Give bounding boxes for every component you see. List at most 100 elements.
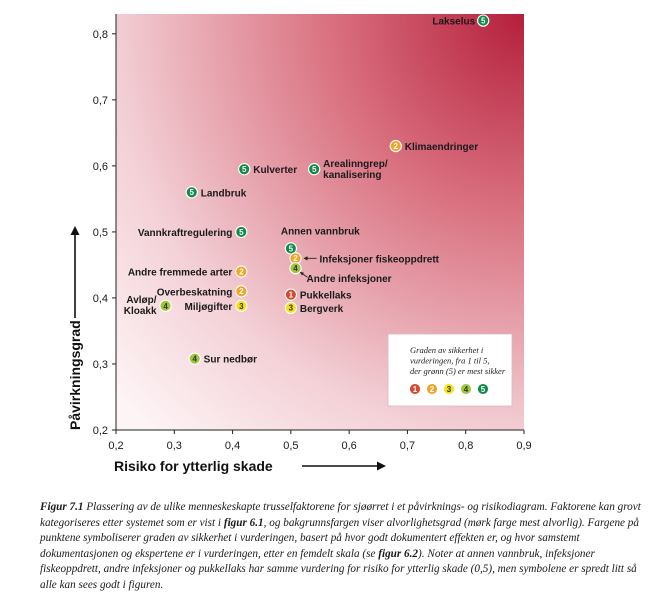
svg-text:3: 3 — [289, 304, 294, 313]
svg-text:5: 5 — [242, 165, 247, 174]
svg-text:5: 5 — [190, 188, 195, 197]
point-marker: 4 — [159, 299, 172, 313]
svg-text:5: 5 — [239, 228, 244, 237]
svg-text:5: 5 — [481, 17, 486, 26]
point-label: Lakselus — [432, 17, 475, 28]
legend-item-4: 4 — [459, 382, 473, 396]
svg-text:1: 1 — [413, 385, 418, 394]
data-point: 5 Kulverter — [238, 163, 297, 176]
point-marker: 5 — [235, 225, 248, 239]
point-label: Klimaendringer — [405, 142, 478, 153]
legend-item-1: 1 — [408, 382, 422, 396]
point-label: Pukkellaks — [300, 291, 352, 302]
svg-text:4: 4 — [163, 302, 168, 311]
data-point: 3 Bergverk — [284, 301, 344, 315]
svg-text:4: 4 — [464, 385, 469, 394]
point-label: Avløp/Kloakk — [124, 295, 157, 317]
data-point: 3 Miljøgifter — [185, 299, 248, 313]
svg-text:1: 1 — [289, 291, 294, 300]
x-tick-label: 0,2 — [108, 440, 123, 452]
point-label: Overbeskatning — [157, 287, 233, 298]
data-point: 1 Pukkellaks — [284, 288, 352, 302]
x-tick-label: 0,7 — [400, 440, 415, 452]
legend-item-2: 2 — [425, 382, 439, 396]
point-label: Vannkraftregulering — [138, 228, 232, 239]
data-point: 4 Avløp/Kloakk — [124, 295, 172, 317]
y-tick-label: 0,5 — [93, 227, 108, 239]
data-points: 5 Lakselus 2 Klimaendringer 5 Kulverter 5 Areal… — [124, 14, 490, 366]
svg-text:5: 5 — [289, 244, 294, 253]
data-point: 2 Overbeskatning — [157, 285, 248, 298]
point-marker: 1 — [284, 288, 298, 301]
x-axis-title: Risiko for ytterlig skade — [114, 458, 273, 474]
caption-figure-ref: figur 6.1 — [223, 516, 264, 529]
legend-title-line: Graden av sikkerhet i — [410, 345, 484, 355]
axes: 0,2 0,3 0,4 0,5 0,6 0,7 0,8 0,9 0,2 0,3 0,4 0,5 0,6 0… — [93, 14, 532, 452]
svg-text:3: 3 — [239, 302, 244, 311]
legend-title-line: der grønn (5) er mest sikker — [410, 366, 506, 376]
svg-text:4: 4 — [192, 355, 197, 364]
y-tick-label: 0,4 — [93, 293, 108, 305]
x-tick-label: 0,3 — [167, 440, 182, 452]
point-label: Andre infeksjoner — [307, 274, 392, 285]
x-tick-label: 0,4 — [225, 440, 240, 452]
legend-title-line: vurderingen, fra 1 til 5, — [410, 356, 489, 366]
point-marker: 5 — [477, 14, 490, 27]
point-label: Sur nedbør — [204, 355, 257, 366]
x-tick-label: 0,9 — [516, 440, 531, 452]
point-marker: 5 — [238, 163, 251, 176]
svg-text:5: 5 — [481, 385, 486, 394]
point-marker: 4 — [188, 352, 201, 365]
figure-label: Figur 7.1 — [40, 501, 84, 513]
point-marker: 4 — [289, 262, 302, 275]
svg-text:2: 2 — [293, 254, 298, 263]
scatter-chart: 0,2 0,3 0,4 0,5 0,6 0,7 0,8 0,9 0,2 0,3 0,4 0,5 0,6 0… — [67, 14, 532, 474]
point-marker: 3 — [284, 301, 298, 314]
point-marker: 2 — [389, 139, 402, 153]
svg-text:2: 2 — [239, 287, 244, 296]
label-pointer-head — [299, 271, 305, 276]
svg-text:2: 2 — [430, 385, 435, 394]
point-label: Miljøgifter — [185, 302, 233, 313]
legend-item-5: 5 — [476, 382, 490, 396]
x-tick-label: 0,8 — [458, 440, 473, 452]
y-tick-label: 0,2 — [93, 425, 108, 437]
y-tick-label: 0,6 — [93, 161, 108, 173]
point-label: Infeksjoner fiskeoppdrett — [320, 254, 440, 265]
svg-text:4: 4 — [293, 264, 298, 273]
data-point: 5 Arealinngrep/kanalisering — [308, 159, 388, 181]
y-axis-arrowhead — [70, 226, 80, 235]
axis-titles: Risiko for ytterlig skade Påvirkningsgrad — [67, 226, 386, 474]
point-marker: 5 — [308, 163, 321, 176]
data-point: 2 Andre fremmede arter — [128, 265, 248, 279]
y-tick-label: 0,8 — [93, 29, 108, 41]
data-point: 5 Annen vannbruk — [281, 226, 360, 255]
point-marker: 2 — [235, 265, 248, 278]
point-label: Kulverter — [253, 165, 297, 176]
x-tick-label: 0,6 — [341, 440, 356, 452]
y-tick-label: 0,3 — [93, 359, 108, 371]
point-marker: 5 — [284, 242, 298, 255]
point-label: Arealinngrep/kanalisering — [323, 159, 388, 181]
x-tick-label: 0,5 — [283, 440, 298, 452]
point-label: Landbruk — [201, 188, 247, 199]
svg-text:2: 2 — [394, 142, 399, 151]
point-label: Annen vannbruk — [281, 226, 360, 237]
y-axis-title: Påvirkningsgrad — [67, 320, 83, 430]
data-point: 2 Klimaendringer — [389, 139, 478, 153]
data-point: 5 Vannkraftregulering — [138, 225, 248, 239]
point-marker: 2 — [235, 285, 248, 298]
point-marker: 3 — [235, 299, 248, 313]
figure-caption: Figur 7.1 Plassering av de ulike mennesk… — [40, 500, 644, 594]
caption-figure-ref: figur 6.2 — [378, 547, 419, 560]
svg-text:5: 5 — [312, 165, 317, 174]
svg-text:2: 2 — [239, 267, 244, 276]
y-tick-label: 0,7 — [93, 95, 108, 107]
label-pointer-head — [303, 256, 308, 261]
data-point: 4 Andre infeksjoner — [289, 262, 392, 285]
data-point: 4 Sur nedbør — [188, 352, 257, 366]
data-point: 5 Landbruk — [185, 186, 247, 199]
caption-text: ). Noter at annen vannbruk, infeksjoner … — [40, 547, 637, 591]
point-marker: 5 — [185, 186, 198, 199]
